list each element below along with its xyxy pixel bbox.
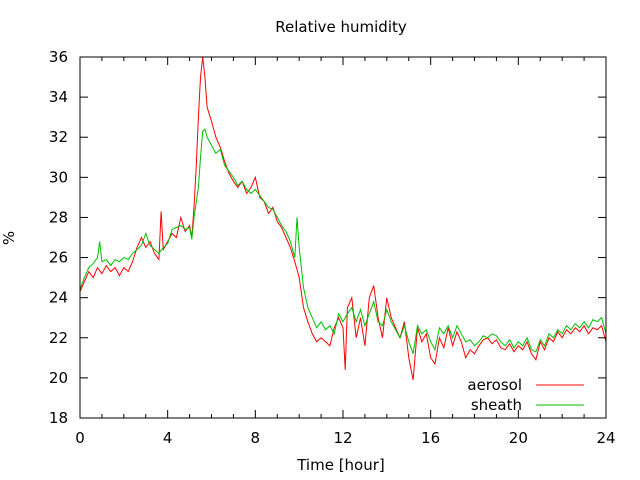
- x-axis-label: Time [hour]: [296, 456, 385, 474]
- y-tick-label: 30: [49, 168, 68, 186]
- x-tick-label: 4: [163, 429, 173, 447]
- y-tick-label: 18: [49, 409, 68, 427]
- x-tick-label: 24: [596, 429, 615, 447]
- chart-title: Relative humidity: [275, 18, 407, 36]
- legend-label-aerosol: aerosol: [467, 376, 522, 394]
- series-layer: [79, 56, 607, 380]
- y-tick-label: 26: [49, 249, 68, 267]
- series-line-aerosol: [79, 56, 607, 380]
- x-tick-label: 12: [333, 429, 352, 447]
- x-tick-label: 8: [251, 429, 261, 447]
- tick-layer: 18 20 22 24 26 28 30 32 34 36 0 4 8 12 16 20 24: [49, 48, 616, 447]
- y-tick-label: 24: [49, 289, 68, 307]
- legend: aerosol sheath: [467, 376, 584, 414]
- y-axis-label: %: [0, 231, 18, 245]
- x-tick-label: 20: [509, 429, 528, 447]
- y-tick-label: 34: [49, 88, 68, 106]
- y-tick-label: 20: [49, 369, 68, 387]
- y-tick-label: 28: [49, 208, 68, 226]
- plot-frame: [79, 56, 607, 419]
- y-tick-label: 36: [49, 48, 68, 66]
- legend-label-sheath: sheath: [471, 396, 522, 414]
- x-tick-label: 16: [421, 429, 440, 447]
- y-tick-label: 32: [49, 128, 68, 146]
- series-line-sheath: [79, 128, 607, 354]
- x-tick-label: 0: [75, 429, 85, 447]
- y-tick-label: 22: [49, 329, 68, 347]
